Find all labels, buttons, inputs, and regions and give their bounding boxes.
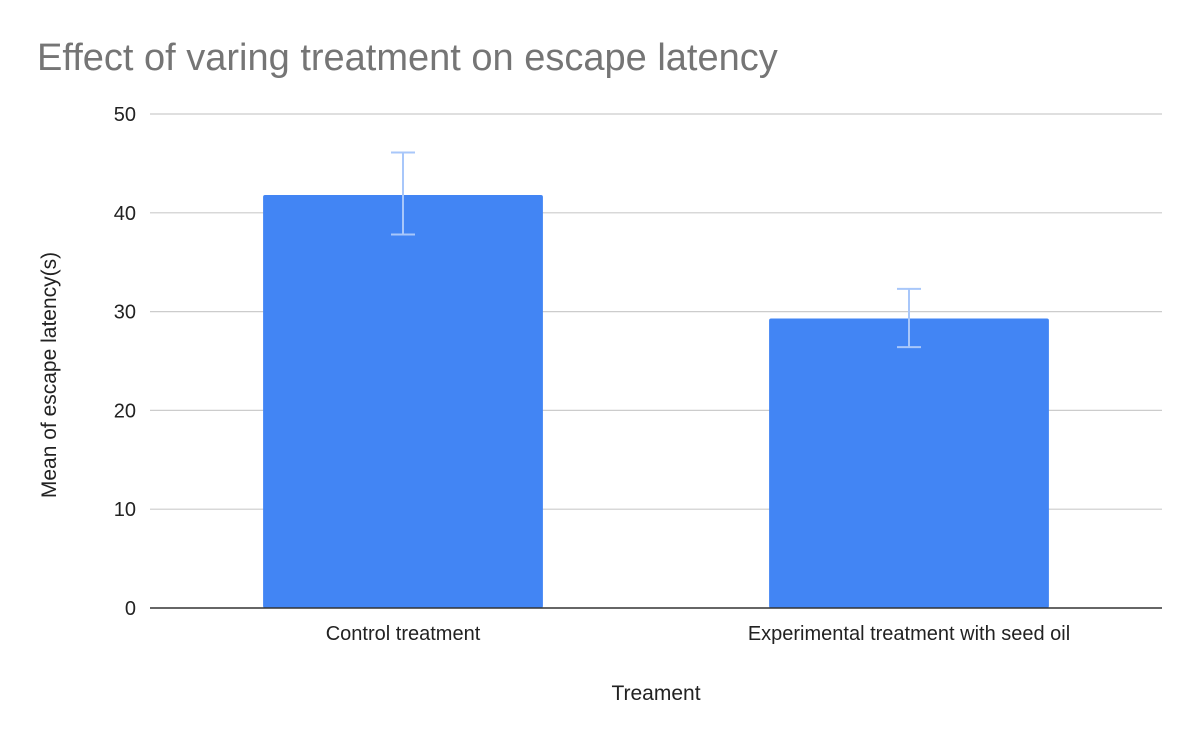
bar <box>769 318 1049 608</box>
y-tick-label: 30 <box>114 302 136 324</box>
y-tick-label: 50 <box>114 104 136 126</box>
y-tick-label: 40 <box>114 203 136 225</box>
x-tick-label: Experimental treatment with seed oil <box>748 623 1070 645</box>
chart-title: Effect of varing treatment on escape lat… <box>37 37 778 79</box>
error-bars <box>391 151 921 349</box>
y-axis-title: Mean of escape latency(s) <box>38 252 61 498</box>
y-tick-label: 20 <box>114 400 136 422</box>
y-tick-label: 0 <box>125 598 136 620</box>
y-tick-label: 10 <box>114 499 136 521</box>
x-axis-title: Treament <box>611 682 700 705</box>
y-axis-ticks: 0 10 20 30 40 50 <box>114 104 136 620</box>
error-bar <box>897 287 921 349</box>
bar <box>263 195 543 609</box>
error-bar <box>391 151 415 236</box>
x-tick-label: Control treatment <box>326 623 481 645</box>
x-axis-ticks: Control treatment Experimental treatment … <box>326 623 1070 645</box>
bars <box>263 195 1049 609</box>
